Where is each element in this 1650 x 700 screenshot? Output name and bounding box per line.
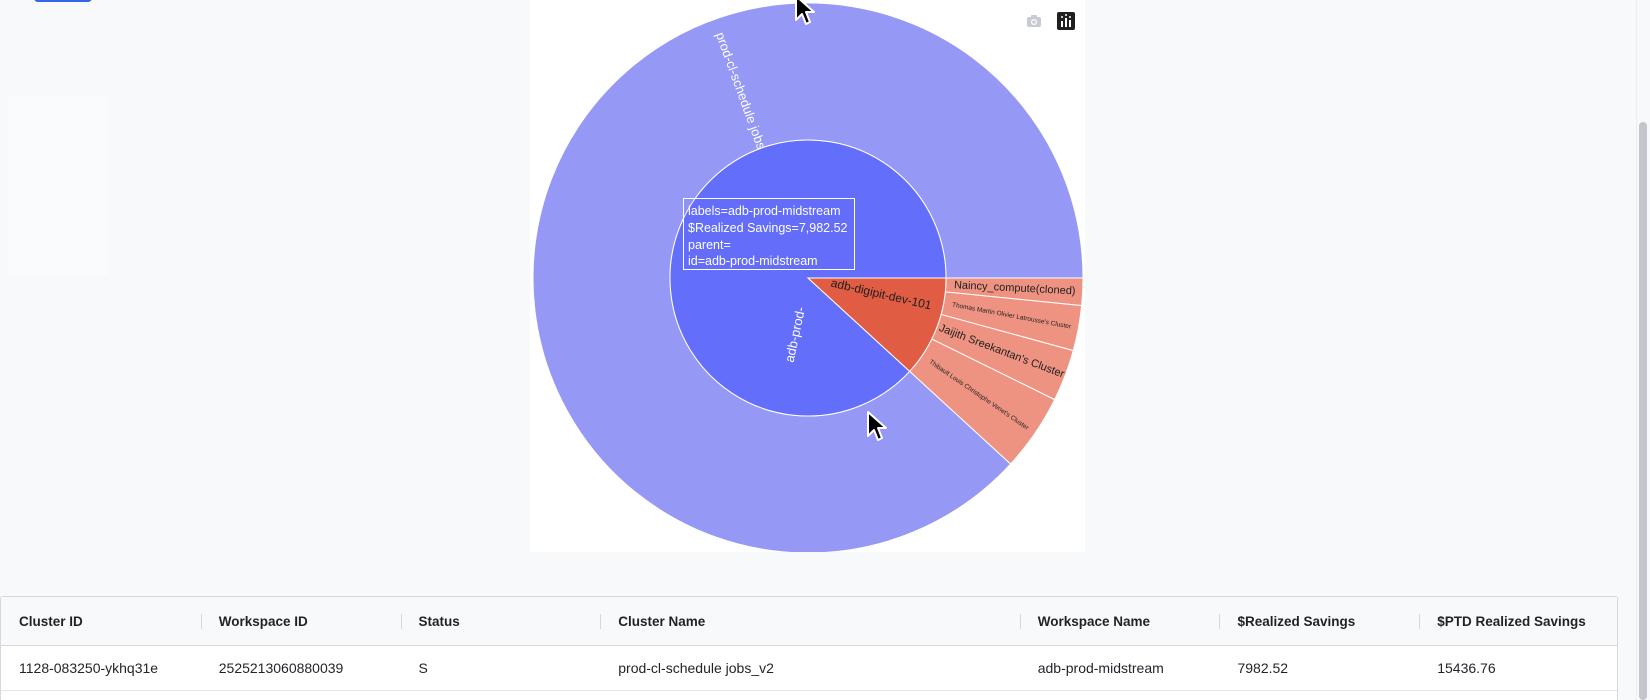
plotly-logo-icon[interactable] bbox=[1057, 12, 1075, 30]
table-cell: 2525213060880039 bbox=[218, 660, 344, 676]
sunburst-chart-panel[interactable]: prod-cl-schedule jobs_v2 Naincy_compute(c… bbox=[530, 0, 1085, 552]
tooltip-value-line: $Realized Savings=7,982.52 bbox=[688, 220, 848, 235]
table-cell: adb-prod-midstream bbox=[1037, 660, 1164, 676]
column-header[interactable]: $Realized Savings bbox=[1219, 613, 1419, 629]
table-row[interactable]: 1128-083250-ykhq31e 2525213060880039 S p… bbox=[1, 646, 1617, 691]
page-scrollbar[interactable] bbox=[1636, 0, 1650, 700]
mouse-cursor-icon bbox=[867, 411, 887, 441]
table-cell: 15436.76 bbox=[1437, 660, 1496, 676]
mouse-cursor-icon bbox=[795, 0, 815, 25]
chart-modebar bbox=[1025, 12, 1075, 30]
scrollbar-thumb[interactable] bbox=[1639, 122, 1647, 700]
background-panel bbox=[8, 95, 108, 275]
top-action-button[interactable] bbox=[34, 0, 92, 2]
column-header[interactable]: Cluster ID bbox=[19, 613, 83, 629]
column-header[interactable]: $PTD Realized Savings bbox=[1419, 613, 1617, 629]
column-header[interactable]: Workspace ID bbox=[200, 613, 401, 629]
camera-icon[interactable] bbox=[1025, 12, 1043, 30]
table-cell: 1128-083250-ykhq31e bbox=[19, 660, 159, 676]
tooltip-label-line: labels=adb-prod-midstream bbox=[688, 204, 841, 218]
column-header[interactable]: Cluster Name bbox=[600, 613, 1019, 629]
sunburst-inner-slice[interactable] bbox=[806, 277, 947, 373]
column-header[interactable]: Status bbox=[400, 613, 601, 629]
tooltip-id-line: id=adb-prod-midstream bbox=[688, 254, 818, 269]
tooltip-parent-line: parent= bbox=[688, 237, 731, 252]
hover-tooltip: labels=adb-prod-midstream $Realized Savi… bbox=[683, 198, 855, 270]
table-cell: S bbox=[418, 660, 428, 676]
sunburst-chart[interactable]: prod-cl-schedule jobs_v2Naincy_compute(c… bbox=[530, 0, 1085, 552]
column-header[interactable]: Workspace Name bbox=[1019, 613, 1220, 629]
table-cell: prod-cl-schedule jobs_v2 bbox=[618, 660, 774, 676]
table-cell: 7982.52 bbox=[1237, 660, 1289, 676]
clusters-table: Cluster ID Workspace ID Status Cluster N… bbox=[0, 596, 1618, 700]
table-header-row: Cluster ID Workspace ID Status Cluster N… bbox=[1, 597, 1617, 646]
